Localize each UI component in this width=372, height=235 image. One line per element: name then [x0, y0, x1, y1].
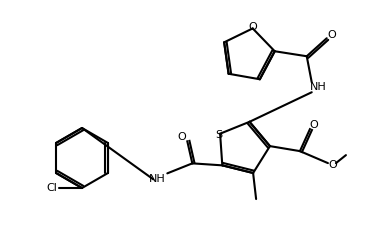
Text: NH: NH [310, 82, 327, 92]
Text: Cl: Cl [46, 183, 57, 193]
Text: NH: NH [149, 174, 166, 184]
Text: O: O [310, 120, 318, 130]
Text: O: O [328, 160, 337, 170]
Text: O: O [327, 30, 336, 40]
Text: O: O [248, 22, 257, 32]
Text: O: O [177, 132, 186, 142]
Text: S: S [215, 130, 223, 140]
